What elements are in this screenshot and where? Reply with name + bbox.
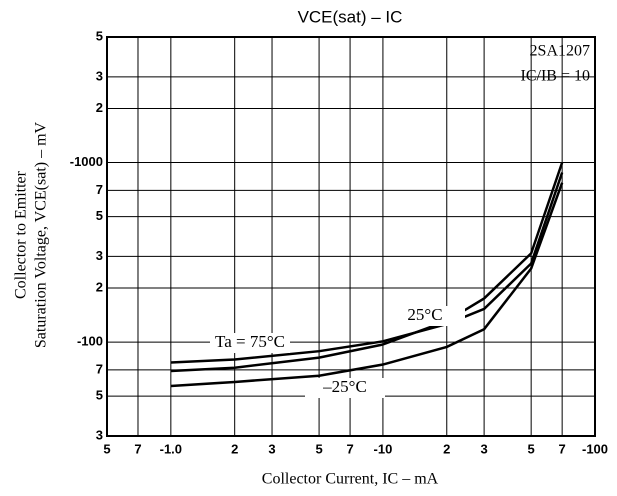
label-bg bbox=[385, 306, 465, 326]
y-tick-label: -1000 bbox=[70, 154, 103, 169]
y-tick-label: 5 bbox=[96, 388, 103, 403]
y-tick-label: 7 bbox=[96, 361, 103, 376]
y-tick-label: 3 bbox=[96, 248, 103, 263]
x-tick-label: 7 bbox=[134, 441, 141, 456]
x-axis-label: Collector Current, IC – mA bbox=[262, 471, 439, 488]
x-tick-label: 7 bbox=[559, 441, 566, 456]
y-tick-label: 7 bbox=[96, 182, 103, 197]
x-tick-label: 7 bbox=[346, 441, 353, 456]
series-line bbox=[170, 182, 564, 388]
y-tick-label: -100 bbox=[77, 334, 103, 349]
x-tick-label: 3 bbox=[480, 441, 487, 456]
y-axis-label: Saturation Voltage, VCE(sat) – mV bbox=[33, 121, 50, 348]
x-tick-label: 2 bbox=[443, 441, 450, 456]
y-tick-label: 2 bbox=[96, 100, 103, 115]
series-label: Ta = 75°C bbox=[215, 332, 285, 351]
x-tick-label: 5 bbox=[315, 441, 322, 456]
plot-frame bbox=[106, 36, 596, 437]
y-tick-label: 3 bbox=[96, 427, 103, 442]
y-tick-label: 5 bbox=[96, 28, 103, 43]
series-label: 25°C bbox=[407, 305, 442, 324]
x-tick-label: 5 bbox=[103, 441, 110, 456]
x-tick-label: -1.0 bbox=[160, 441, 182, 456]
series-line bbox=[170, 162, 564, 373]
x-tick-label: -100 bbox=[582, 441, 608, 456]
annotation: 2SA1207 bbox=[530, 43, 590, 60]
label-bg bbox=[305, 378, 385, 398]
series-label: –25°C bbox=[322, 377, 367, 396]
annotation: IC/IB = 10 bbox=[521, 68, 590, 85]
y-axis-label: Collector to Emitter bbox=[13, 170, 30, 299]
label-bg bbox=[210, 333, 290, 353]
chart-title: VCE(sat) – IC bbox=[298, 7, 403, 26]
y-tick-label: 5 bbox=[96, 208, 103, 223]
x-tick-label: 2 bbox=[231, 441, 238, 456]
x-tick-label: 5 bbox=[528, 441, 535, 456]
y-tick-label: 2 bbox=[96, 279, 103, 294]
x-tick-label: -10 bbox=[374, 441, 393, 456]
x-tick-label: 3 bbox=[268, 441, 275, 456]
y-tick-label: 3 bbox=[96, 68, 103, 83]
